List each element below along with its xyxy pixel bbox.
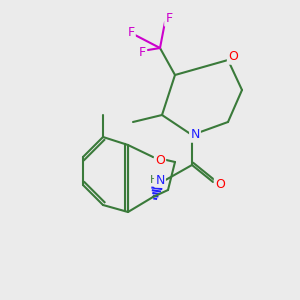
Text: F: F xyxy=(138,46,146,59)
Text: N: N xyxy=(190,128,200,142)
Text: F: F xyxy=(165,13,172,26)
Text: H: H xyxy=(150,175,158,185)
Text: N: N xyxy=(155,173,165,187)
Text: O: O xyxy=(228,50,238,64)
Text: F: F xyxy=(128,26,135,38)
Text: O: O xyxy=(215,178,225,191)
Text: O: O xyxy=(155,154,165,166)
